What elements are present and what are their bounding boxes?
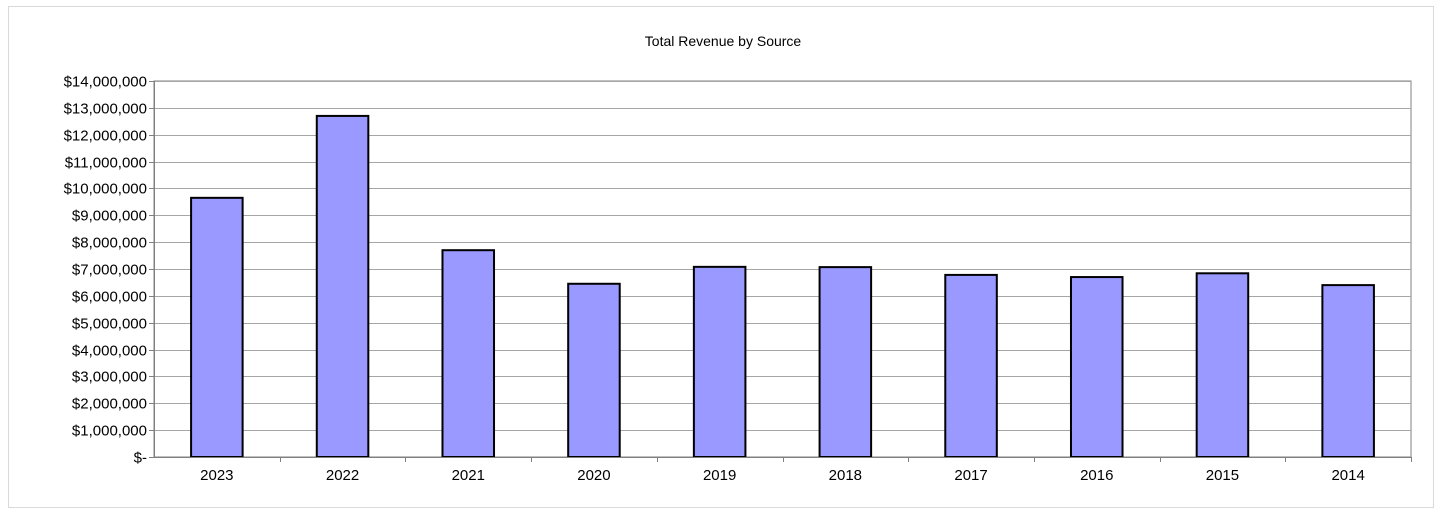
x-tick-label: 2015: [1206, 467, 1239, 484]
y-tick-label: $3,000,000: [72, 369, 147, 386]
bar-2018: [818, 266, 873, 458]
y-tick-label: $7,000,000: [72, 262, 147, 279]
bar-2015: [1195, 272, 1250, 458]
y-tick-label: $10,000,000: [64, 181, 147, 198]
y-tick-label: $13,000,000: [64, 101, 147, 118]
y-tick-label: $2,000,000: [72, 396, 147, 413]
bars: [190, 114, 1375, 459]
bar-2020: [567, 282, 621, 458]
x-tick-label: 2017: [954, 467, 987, 484]
chart-title: Total Revenue by Source: [645, 33, 802, 49]
y-tick-label: $6,000,000: [72, 289, 147, 306]
y-tick-label: $5,000,000: [72, 316, 147, 333]
axes: [149, 81, 1412, 462]
x-tick-label: 2014: [1331, 467, 1364, 484]
x-axis-tick-labels: 2023 2022 2021 2020 2019 2018 2017 2016 2015 2014: [200, 467, 1365, 484]
y-tick-label: $8,000,000: [72, 235, 147, 252]
y-tick-label: $4,000,000: [72, 343, 147, 360]
x-tick-label: 2020: [577, 467, 610, 484]
x-tick-label: 2019: [703, 467, 736, 484]
bar-2014: [1321, 284, 1375, 458]
y-tick-label: $-: [134, 450, 147, 467]
x-tick-label: 2022: [326, 467, 359, 484]
bar-2016: [1069, 276, 1124, 458]
x-tick-label: 2021: [452, 467, 485, 484]
bar-2017: [944, 273, 998, 458]
bar-2021: [441, 249, 496, 458]
y-tick-label: $1,000,000: [72, 423, 147, 440]
y-tick-label: $11,000,000: [65, 155, 147, 172]
y-tick-label: $12,000,000: [64, 128, 147, 145]
bar-2023: [190, 196, 244, 458]
bar-2022: [315, 114, 370, 459]
x-tick-label: 2016: [1080, 467, 1113, 484]
x-tick-label: 2018: [829, 467, 862, 484]
y-axis-tick-labels: $- $1,000,000 $2,000,000 $3,000,000 $4,000,0…: [64, 74, 147, 467]
bar-2019: [692, 265, 747, 459]
x-tick-label: 2023: [200, 467, 233, 484]
y-tick-label: $14,000,000: [64, 74, 147, 91]
y-tick-label: $9,000,000: [72, 208, 147, 225]
